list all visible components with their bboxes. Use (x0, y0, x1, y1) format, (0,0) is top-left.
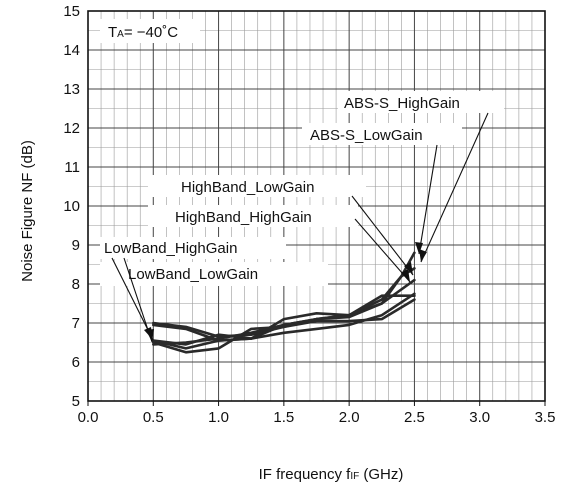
arrowhead-abs-s-lowgain (415, 242, 423, 254)
arrowhead-lowband-lowgain (144, 327, 153, 340)
annotation-arrowheads (144, 242, 427, 342)
series-line-abs-s-lowgain (152, 251, 416, 346)
annotation-abs-s-lowgain: ABS-S_LowGain (310, 127, 423, 144)
condition-subscript: A (117, 29, 124, 40)
condition-label: TA= −40˚C (108, 24, 178, 41)
x-axis-label-unit: (GHz) (359, 466, 403, 483)
x-tick-labels: 0.0 0.5 1.0 1.5 2.0 2.5 3.0 3.5 (78, 401, 556, 426)
annotation-bg-lowband-highgain (100, 237, 286, 259)
plot-frame (87, 10, 546, 402)
x-axis-label-subscript: IF (350, 471, 359, 482)
annotation-abs-s-highgain: ABS-S_HighGain (344, 95, 460, 112)
y-tick-label: 6 (72, 354, 80, 371)
annotation-bg-abs-s-highgain (338, 91, 504, 113)
y-tick-label: 13 (63, 81, 80, 98)
annotation-highband-highgain: HighBand_HighGain (175, 209, 312, 226)
x-axis-label-main: IF frequency f (259, 466, 352, 483)
condition-value: = −40˚C (124, 24, 178, 41)
annotation-highband-lowgain: HighBand_LowGain (181, 179, 314, 196)
arrowhead-highband-lowgain (404, 262, 413, 275)
y-tick-label: 12 (63, 120, 80, 137)
x-tick-label: 0.0 (78, 409, 99, 426)
y-tick-label: 11 (64, 159, 80, 176)
leader-highband-highgain (354, 218, 411, 283)
y-tick-label: 15 (63, 3, 80, 20)
annotation-bg-highband-lowgain (148, 175, 366, 197)
x-tick-label: 3.5 (535, 409, 556, 426)
y-axis-label: Noise Figure NF (dB) (19, 140, 36, 282)
annotation-lowband-highgain: LowBand_HighGain (104, 240, 237, 257)
y-tick-label: 5 (72, 393, 80, 410)
leader-abs-s-lowgain (418, 144, 438, 255)
y-tick-label: 7 (72, 315, 80, 332)
condition-prefix: T (108, 24, 117, 41)
arrowhead-abs-s-highgain (419, 249, 427, 262)
x-axis-label: IF frequency fIF (GHz) (259, 466, 404, 483)
annotation-bg-highband-highgain (148, 205, 358, 227)
y-tick-labels: 5 6 7 8 9 10 11 12 13 14 15 (63, 3, 80, 410)
series-layer (152, 251, 416, 354)
y-tick-label: 8 (72, 276, 80, 293)
leader-highband-lowgain (351, 195, 414, 276)
x-tick-label: 2.5 (404, 409, 425, 426)
condition-label-bg (100, 19, 200, 43)
y-tick-label: 9 (72, 237, 80, 254)
x-tick-label: 0.5 (143, 409, 164, 426)
leader-lowband-lowgain (111, 257, 154, 341)
arrowhead-highband-highgain (401, 269, 410, 282)
leader-abs-s-highgain (420, 112, 489, 263)
annotation-bg-abs-s-lowgain (302, 123, 462, 145)
annotation-bg-lowband-lowgain (100, 262, 328, 286)
annotation-leaders (111, 112, 489, 343)
series-line-highband-lowgain (152, 292, 416, 342)
x-tick-label: 1.0 (208, 409, 229, 426)
x-tick-label: 1.5 (273, 409, 294, 426)
x-tick-label: 3.0 (469, 409, 490, 426)
x-tick-label: 2.0 (339, 409, 360, 426)
annotation-lowband-lowgain: LowBand_LowGain (128, 266, 258, 283)
y-tick-label: 10 (63, 198, 80, 215)
y-tick-label: 14 (63, 42, 80, 59)
